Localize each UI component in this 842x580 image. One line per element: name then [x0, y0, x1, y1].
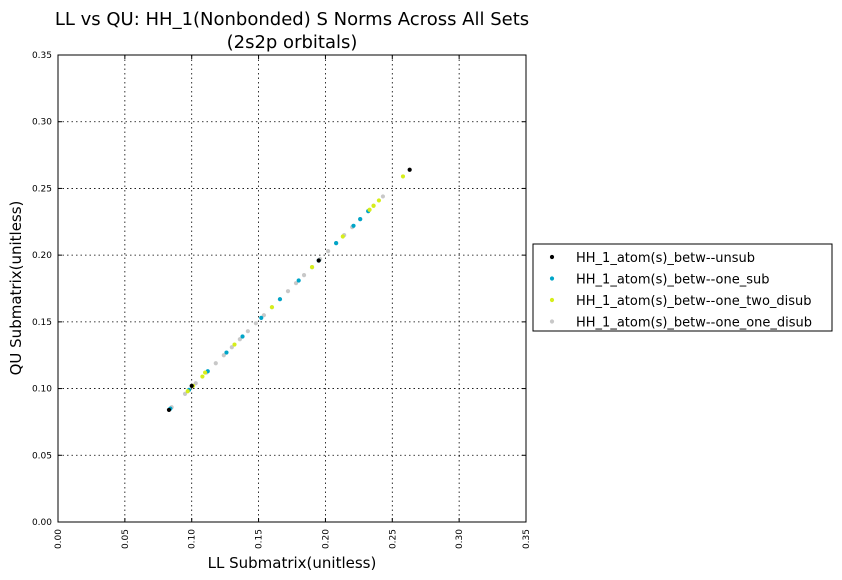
- y-tick-label: 0.30: [32, 118, 52, 128]
- data-point: [189, 383, 194, 389]
- y-tick-label: 0.15: [32, 318, 52, 328]
- chart-title: LL vs QU: HH_1(Nonbonded) S Norms Across…: [55, 9, 529, 30]
- data-point: [340, 234, 345, 239]
- x-tick-label: 0.10: [188, 529, 198, 549]
- data-point: [296, 278, 301, 283]
- data-point: [259, 315, 264, 320]
- data-point: [185, 389, 190, 394]
- data-point: [237, 337, 242, 342]
- data-point: [407, 167, 412, 172]
- legend: HH_1_atom(s)_betw--unsub HH_1_atom(s)_bet…: [532, 243, 833, 332]
- legend-marker: [549, 319, 555, 324]
- y-tick-label: 0.10: [32, 385, 52, 395]
- y-tick-label: 0.35: [32, 51, 52, 61]
- legend-marker: [549, 254, 555, 260]
- x-tick-label: 0.35: [522, 529, 532, 549]
- data-point: [316, 258, 321, 263]
- x-tick-label: 0.05: [121, 529, 131, 549]
- data-point: [261, 313, 267, 318]
- data-point: [376, 198, 382, 203]
- legend-entry-label: HH_1_atom(s)_betw--one_two_disub: [576, 294, 812, 309]
- axis-ticks: 0.00 0.05 0.10 0.15 0.20 0.25 0.30 0.35 0.00 0.05…: [32, 51, 532, 549]
- data-point: [301, 273, 307, 278]
- data-point: [400, 174, 406, 179]
- y-tick-label: 0.20: [32, 251, 52, 261]
- data-point: [309, 265, 315, 270]
- data-point: [371, 203, 376, 208]
- data-point: [213, 361, 218, 366]
- data-point: [202, 370, 208, 375]
- legend-entry-label: HH_1_atom(s)_betw--one_one_disub: [576, 316, 812, 331]
- x-tick-label: 0.20: [321, 529, 331, 549]
- data-point: [367, 207, 372, 212]
- data-point: [245, 329, 250, 334]
- data-point: [277, 297, 283, 302]
- data-point: [229, 345, 234, 350]
- x-tick-label: 0.00: [54, 529, 64, 549]
- y-axis-label: QU Submatrix(unitless): [7, 201, 25, 376]
- y-tick-label: 0.00: [32, 518, 52, 528]
- x-tick-label: 0.30: [455, 529, 465, 549]
- x-tick-label: 0.15: [255, 529, 265, 549]
- chart-subtitle: (2s2p orbitals): [227, 32, 358, 53]
- x-axis-label: LL Submatrix(unitless): [208, 554, 377, 572]
- data-point: [293, 281, 299, 286]
- y-tick-label: 0.05: [32, 451, 52, 461]
- x-tick-label: 0.25: [388, 529, 398, 549]
- data-point: [232, 342, 237, 347]
- data-point: [326, 249, 331, 254]
- data-point: [334, 241, 339, 246]
- data-point: [166, 407, 172, 413]
- data-point: [240, 334, 245, 339]
- legend-marker: [549, 297, 555, 303]
- data-point: [193, 381, 198, 386]
- plot-area-frame: [57, 54, 527, 523]
- legend-entry-label: HH_1_atom(s)_betw--unsub: [576, 251, 755, 266]
- data-point: [380, 194, 386, 199]
- data-point: [221, 353, 226, 358]
- data-point: [253, 321, 258, 326]
- data-point: [224, 350, 229, 355]
- legend-box: [532, 243, 833, 332]
- data-points: [166, 167, 412, 413]
- legend-marker: [549, 276, 555, 281]
- data-point: [269, 305, 275, 310]
- legend-entry-label: HH_1_atom(s)_betw--one_sub: [576, 273, 769, 288]
- y-tick-label: 0.25: [32, 184, 52, 194]
- data-point: [351, 223, 356, 228]
- data-point: [182, 391, 188, 397]
- data-point: [358, 217, 363, 222]
- grid: [58, 55, 526, 522]
- data-point: [285, 289, 291, 294]
- data-point: [200, 374, 205, 379]
